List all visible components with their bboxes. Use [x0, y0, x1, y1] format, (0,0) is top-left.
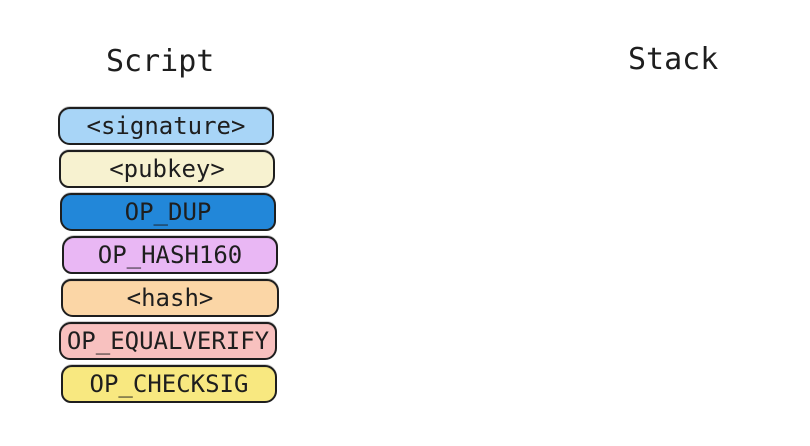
stack-heading: Stack: [628, 42, 719, 77]
script-item-op-hash160: OP_HASH160: [62, 236, 278, 274]
script-column: <signature> <pubkey> OP_DUP OP_HASH160 <…: [58, 107, 279, 403]
script-item-op-equalverify: OP_EQUALVERIFY: [59, 322, 277, 360]
stack-column: [570, 107, 788, 407]
script-item-hash: <hash>: [61, 279, 279, 317]
script-heading: Script: [106, 44, 215, 79]
script-item-pubkey: <pubkey>: [59, 150, 275, 188]
script-item-op-checksig: OP_CHECKSIG: [61, 365, 277, 403]
script-item-op-dup: OP_DUP: [60, 193, 276, 231]
script-item-signature: <signature>: [58, 107, 274, 145]
